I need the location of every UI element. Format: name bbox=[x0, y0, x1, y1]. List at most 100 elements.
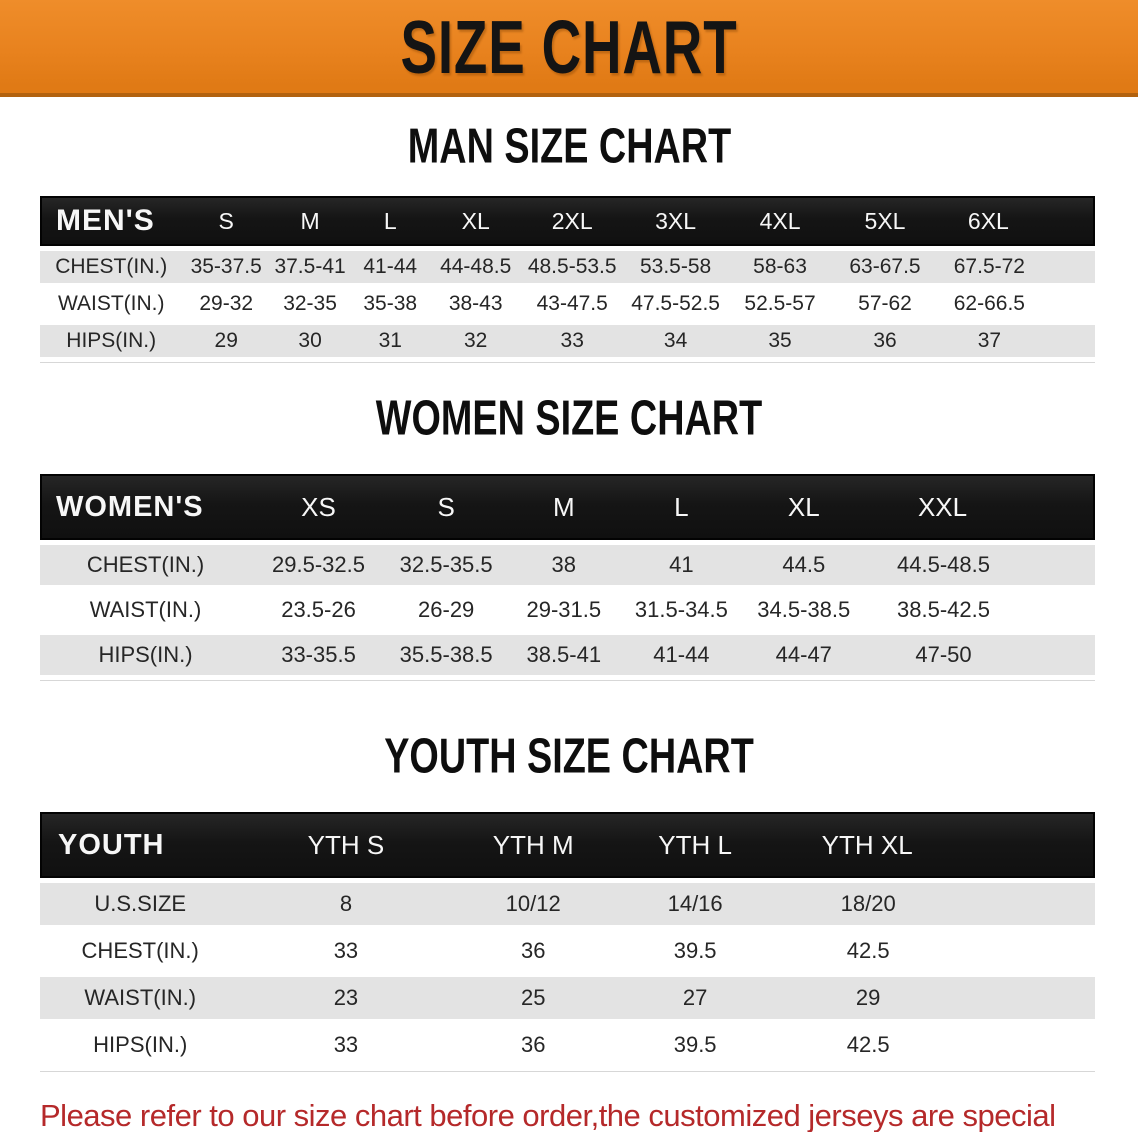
women-header-row: WOMEN'S XS S M L XL XXL bbox=[40, 474, 1095, 540]
women-value-cell: 31.5-34.5 bbox=[634, 597, 728, 622]
women-value-cell: 38 bbox=[551, 552, 577, 577]
men-table-wrapper: MEN'S S M L XL 2XL 3XL 4XL 5XL 6XL CHEST(IN.) 35-3… bbox=[40, 191, 1095, 363]
men-size-label: L bbox=[350, 196, 431, 246]
men-section-title-text: MAN SIZE CHART bbox=[407, 117, 731, 174]
youth-value-cell: 42.5 bbox=[846, 938, 890, 963]
youth-measure-row: U.S.SIZE 8 10/12 14/16 18/20 bbox=[40, 883, 1095, 925]
men-value-cell: 48.5-53.5 bbox=[527, 255, 617, 278]
women-value-cell: 33-35.5 bbox=[281, 642, 356, 667]
youth-value-cell: 36 bbox=[520, 1032, 546, 1057]
men-size-label: 5XL bbox=[832, 196, 938, 246]
youth-value-cell: 18/20 bbox=[840, 891, 896, 916]
youth-group-label: YOUTH bbox=[40, 812, 241, 878]
youth-row-label: U.S.SIZE bbox=[94, 891, 187, 916]
men-section-title: MAN SIZE CHART bbox=[0, 117, 1138, 179]
banner-title: SIZE CHART bbox=[400, 4, 738, 89]
men-value-cell: 31 bbox=[378, 329, 402, 352]
men-value-cell: 34 bbox=[663, 329, 688, 352]
section-women: WOMEN SIZE CHART WOMEN'S XS S M L XL XXL CHEST… bbox=[0, 389, 1138, 681]
youth-value-cell: 23 bbox=[333, 985, 359, 1010]
youth-size-table: YOUTH YTH S YTH M YTH L YTH XL U.S.SIZE 8 10/1… bbox=[40, 807, 1095, 1072]
men-value-cell: 37.5-41 bbox=[274, 255, 346, 278]
youth-measure-row: WAIST(IN.) 23 25 27 29 bbox=[40, 977, 1095, 1019]
youth-row-label: WAIST(IN.) bbox=[84, 985, 197, 1010]
women-value-cell: 38.5-42.5 bbox=[897, 597, 990, 622]
women-section-title: WOMEN SIZE CHART bbox=[0, 389, 1138, 451]
men-value-cell: 52.5-57 bbox=[744, 292, 816, 315]
women-value-cell: 29.5-32.5 bbox=[272, 552, 365, 577]
women-value-cell: 41 bbox=[669, 552, 694, 577]
youth-row-label: HIPS(IN.) bbox=[93, 1032, 188, 1057]
youth-size-label: YTH M bbox=[451, 812, 615, 878]
women-value-cell: 26-29 bbox=[418, 597, 475, 622]
men-header-row: MEN'S S M L XL 2XL 3XL 4XL 5XL 6XL bbox=[40, 196, 1095, 246]
disclaimer-line-1: Please refer to our size chart before or… bbox=[40, 1098, 1056, 1132]
women-size-label: M bbox=[506, 474, 622, 540]
women-size-label: L bbox=[621, 474, 742, 540]
men-value-cell: 67.5-72 bbox=[953, 255, 1025, 278]
women-size-label: S bbox=[386, 474, 507, 540]
women-group-label: WOMEN'S bbox=[40, 474, 251, 540]
women-measure-row: CHEST(IN.) 29.5-32.5 32.5-35.5 38 41 44.5 44.5… bbox=[40, 545, 1095, 585]
men-value-cell: 38-43 bbox=[448, 292, 503, 315]
men-value-cell: 35 bbox=[768, 329, 792, 352]
youth-value-cell: 39.5 bbox=[673, 938, 717, 963]
men-measure-row: CHEST(IN.) 35-37.5 37.5-41 41-44 44-48.5 48.5… bbox=[40, 251, 1095, 283]
men-size-label: S bbox=[182, 196, 270, 246]
men-value-cell: 41-44 bbox=[363, 255, 418, 278]
women-value-cell: 44-47 bbox=[775, 642, 832, 667]
youth-value-cell: 42.5 bbox=[846, 1032, 890, 1057]
men-measure-row: WAIST(IN.) 29-32 32-35 35-38 38-43 43-47.5 47.… bbox=[40, 288, 1095, 320]
men-size-label: 6XL bbox=[937, 196, 1095, 246]
men-size-label: M bbox=[269, 196, 351, 246]
youth-value-cell: 29 bbox=[855, 985, 881, 1010]
men-value-cell: 32-35 bbox=[283, 292, 337, 315]
women-value-cell: 29-31.5 bbox=[526, 597, 602, 622]
women-value-cell: 44.5-48.5 bbox=[897, 552, 990, 577]
youth-value-cell: 36 bbox=[520, 938, 546, 963]
women-value-cell: 41-44 bbox=[653, 642, 710, 667]
youth-size-label: YTH L bbox=[614, 812, 776, 878]
youth-section-title-text: YOUTH SIZE CHART bbox=[384, 727, 754, 784]
youth-value-cell: 25 bbox=[520, 985, 546, 1010]
men-value-cell: 63-67.5 bbox=[849, 255, 921, 278]
men-value-cell: 44-48.5 bbox=[440, 255, 512, 278]
women-value-cell: 34.5-38.5 bbox=[757, 597, 851, 622]
men-value-cell: 33 bbox=[560, 329, 584, 352]
youth-header-row: YOUTH YTH S YTH M YTH L YTH XL bbox=[40, 812, 1095, 878]
women-row-label: WAIST(IN.) bbox=[89, 597, 202, 622]
youth-value-cell: 33 bbox=[333, 938, 359, 963]
youth-row-label: CHEST(IN.) bbox=[81, 938, 199, 963]
men-value-cell: 57-62 bbox=[858, 292, 912, 315]
women-section-title-text: WOMEN SIZE CHART bbox=[375, 389, 763, 446]
women-value-cell: 47-50 bbox=[915, 642, 972, 667]
men-size-label: XL bbox=[430, 196, 522, 246]
women-row-label: HIPS(IN.) bbox=[98, 642, 193, 667]
women-size-table: WOMEN'S XS S M L XL XXL CHEST(IN.) 29.5-32.5 32.… bbox=[40, 469, 1095, 681]
youth-value-cell: 33 bbox=[333, 1032, 359, 1057]
men-group-label: MEN'S bbox=[40, 196, 183, 246]
women-value-cell: 32.5-35.5 bbox=[399, 552, 493, 577]
men-value-cell: 32 bbox=[464, 329, 488, 352]
men-value-cell: 29-32 bbox=[199, 292, 254, 315]
youth-value-cell: 27 bbox=[682, 985, 708, 1010]
men-value-cell: 35-38 bbox=[363, 292, 418, 315]
youth-measure-row: CHEST(IN.) 33 36 39.5 42.5 bbox=[40, 930, 1095, 972]
men-size-table: MEN'S S M L XL 2XL 3XL 4XL 5XL 6XL CHEST(IN.) 35-3… bbox=[40, 191, 1095, 363]
youth-value-cell: 10/12 bbox=[505, 891, 561, 916]
youth-value-cell: 39.5 bbox=[673, 1032, 717, 1057]
youth-size-label: YTH XL bbox=[775, 812, 1095, 878]
women-value-cell: 44.5 bbox=[782, 552, 826, 577]
women-value-cell: 35.5-38.5 bbox=[399, 642, 493, 667]
men-value-cell: 35-37.5 bbox=[190, 255, 262, 278]
men-value-cell: 62-66.5 bbox=[953, 292, 1025, 315]
section-youth: YOUTH SIZE CHART YOUTH YTH S YTH M YTH L YTH… bbox=[0, 727, 1138, 1072]
women-value-cell: 23.5-26 bbox=[281, 597, 356, 622]
women-size-label: XL bbox=[741, 474, 867, 540]
women-measure-row: HIPS(IN.) 33-35.5 35.5-38.5 38.5-41 41-44 44-… bbox=[40, 635, 1095, 675]
youth-value-cell: 8 bbox=[339, 891, 353, 916]
men-size-label: 3XL bbox=[623, 196, 728, 246]
men-value-cell: 53.5-58 bbox=[639, 255, 712, 278]
men-value-cell: 37 bbox=[977, 329, 1002, 352]
men-value-cell: 47.5-52.5 bbox=[631, 292, 720, 315]
